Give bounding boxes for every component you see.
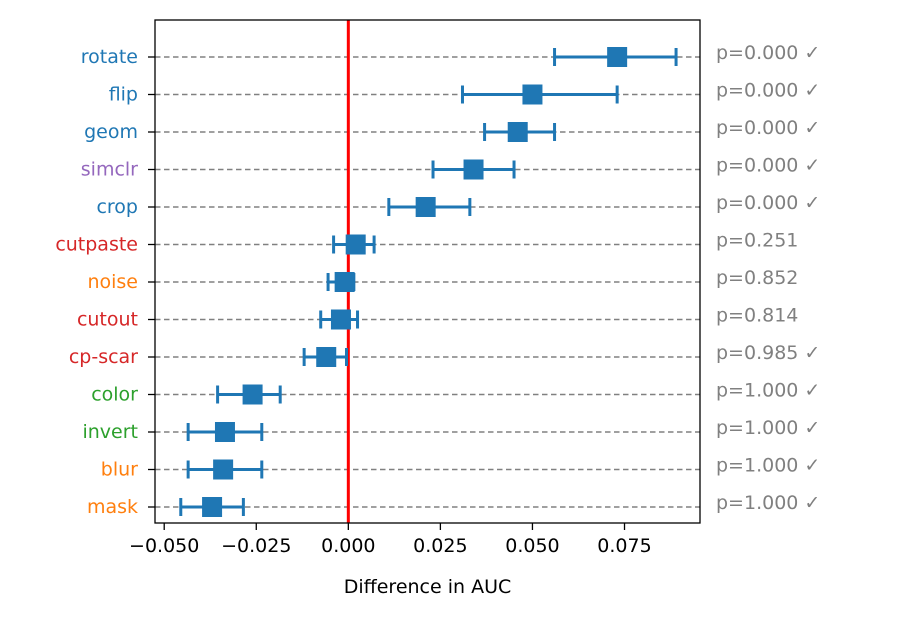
- marker-flip: [522, 84, 543, 105]
- p-value-cutout: p=0.814: [716, 305, 798, 327]
- p-value-color: p=1.000 ✓: [716, 380, 820, 402]
- x-tick-label: −0.050: [129, 535, 199, 557]
- p-value-rotate: p=0.000 ✓: [716, 42, 820, 64]
- x-tick-label: 0.000: [321, 535, 375, 557]
- p-value-cutpaste: p=0.251: [716, 230, 798, 252]
- category-label-crop: crop: [96, 196, 138, 218]
- marker-geom: [507, 122, 528, 142]
- p-value-mask: p=1.000 ✓: [716, 492, 820, 514]
- category-label-cp-scar: cp-scar: [69, 346, 138, 368]
- marker-simclr: [463, 159, 484, 180]
- p-value-crop: p=0.000 ✓: [716, 192, 820, 214]
- p-value-noise: p=0.852: [716, 267, 798, 289]
- marker-cp-scar: [316, 347, 337, 367]
- x-axis-title: Difference in AUC: [344, 576, 512, 598]
- p-value-labels: p=0.000 ✓ p=0.000 ✓ p=0.000 ✓ p=0.000 ✓ p=0.…: [716, 42, 820, 514]
- grid-lines: [155, 56, 700, 508]
- marker-cutout: [330, 309, 351, 330]
- p-value-blur: p=1.000 ✓: [716, 455, 820, 477]
- marker-blur: [213, 459, 234, 480]
- category-label-rotate: rotate: [81, 46, 138, 68]
- p-value-flip: p=0.000 ✓: [716, 80, 820, 102]
- p-value-invert: p=1.000 ✓: [716, 417, 820, 439]
- x-tick-label: 0.075: [597, 535, 651, 557]
- marker-cutpaste: [345, 234, 366, 255]
- category-label-noise: noise: [87, 271, 138, 293]
- category-label-flip: flip: [109, 84, 138, 106]
- marker-invert: [214, 422, 235, 442]
- marker-color: [242, 384, 263, 405]
- category-label-geom: geom: [84, 121, 138, 143]
- p-value-cp-scar: p=0.985 ✓: [716, 342, 820, 364]
- marker-rotate: [607, 47, 628, 67]
- markers: [202, 47, 628, 517]
- category-label-simclr: simclr: [81, 159, 138, 181]
- x-tick-label: 0.025: [413, 535, 467, 557]
- p-value-geom: p=0.000 ✓: [716, 117, 820, 139]
- x-tick-label: −0.025: [221, 535, 291, 557]
- category-label-blur: blur: [101, 459, 138, 481]
- marker-mask: [202, 497, 223, 517]
- category-label-invert: invert: [82, 421, 138, 443]
- marker-noise: [334, 272, 355, 292]
- category-label-cutout: cutout: [77, 309, 138, 331]
- category-label-cutpaste: cutpaste: [55, 234, 138, 256]
- x-tick-label: 0.050: [505, 535, 559, 557]
- category-label-color: color: [91, 384, 138, 406]
- x-axis-ticks: −0.050 −0.025 0.000 0.025 0.050 0.075: [129, 523, 652, 557]
- category-label-mask: mask: [87, 496, 138, 518]
- category-labels: rotate flip geom simclr crop cutpaste noise cut…: [55, 46, 155, 518]
- p-value-simclr: p=0.000 ✓: [716, 155, 820, 177]
- marker-crop: [415, 197, 436, 217]
- plot-frame: [154, 19, 701, 524]
